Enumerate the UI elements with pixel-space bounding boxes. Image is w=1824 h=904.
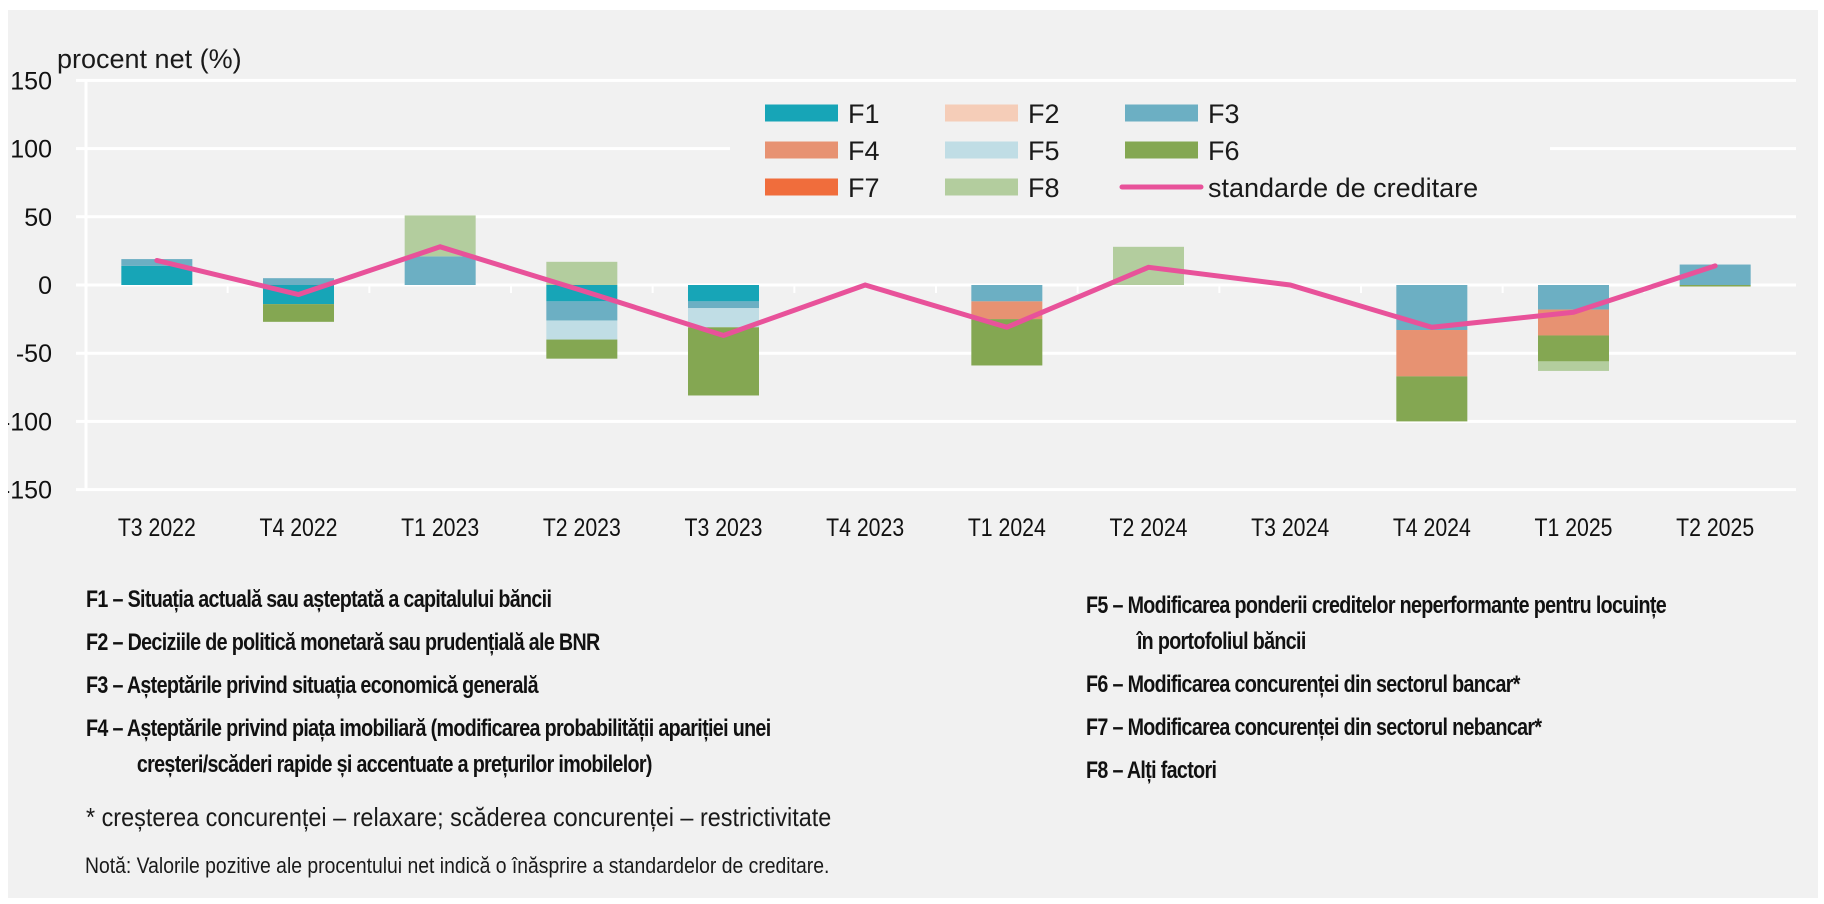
y-tick-label: 150 (10, 67, 52, 95)
line-series (154, 244, 1718, 339)
legend-swatch (945, 178, 1018, 196)
factor-note-continuation: în portofoliul băncii (1136, 628, 1306, 655)
legend-item-f5: F5 (945, 136, 1060, 166)
factor-note: F3 – Așteptările privind situația econom… (86, 672, 539, 699)
legend-label: F2 (1028, 99, 1060, 129)
x-tick-label: T3 2024 (1251, 514, 1329, 542)
x-tick-label: T1 2024 (968, 514, 1046, 542)
bar-segment-f5-t2-2023 (546, 320, 618, 340)
x-tick-label: T3 2022 (118, 514, 196, 542)
gridlines (76, 78, 1796, 492)
legend-item-f7: F7 (765, 173, 880, 203)
legend-label: F3 (1208, 99, 1240, 129)
bar-segment-f8-t1-2023 (404, 215, 476, 257)
factor-note-continuation: creșteri/scăderi rapide și accentuate a … (136, 751, 653, 778)
legend-swatch (765, 141, 838, 159)
legend-item-f2: F2 (945, 99, 1060, 129)
legend-item-standarde-de-creditare: standarde de creditare (1119, 173, 1478, 203)
legend-item-f3: F3 (1125, 99, 1240, 129)
y-tick-label: 100 (10, 136, 52, 164)
bar-segment-f8-t1-2025 (1538, 361, 1609, 371)
bar-segment-f6-t4-2022 (263, 304, 334, 322)
bar-segment-f1-t3-2023 (688, 285, 759, 302)
legend-item-f6: F6 (1125, 136, 1240, 166)
bar-segment-f8-t2-2023 (546, 261, 618, 285)
footnote: * creșterea concurenței – relaxare; scăd… (86, 802, 832, 832)
legend-item-f8: F8 (945, 173, 1060, 203)
legend-swatch (945, 141, 1018, 159)
factor-note: F8 – Alți factori (1086, 757, 1217, 784)
x-tick-label: T2 2023 (543, 514, 621, 542)
credit-standards-line (154, 244, 1718, 339)
legend-swatch (1125, 141, 1198, 159)
x-tick-label: T4 2024 (1393, 514, 1471, 542)
bar-segment-f6-t1-2025 (1538, 335, 1609, 362)
legend-item-f4: F4 (765, 136, 880, 166)
y-tick-label: -50 (16, 340, 52, 368)
bar-segment-f3-t3-2023 (688, 301, 759, 309)
y-tick-label: -100 (8, 408, 52, 436)
bar-segment-f3-t1-2024 (971, 285, 1043, 302)
y-tick-label: -150 (8, 477, 52, 505)
legend-swatch (765, 178, 838, 196)
bar-segment-f1-t3-2022 (121, 265, 193, 285)
bars (121, 215, 1751, 422)
factor-note: F6 – Modificarea concurenței din sectoru… (1086, 671, 1520, 698)
bar-segment-f3-t2-2023 (546, 301, 618, 321)
bar-segment-f5-t3-2023 (688, 308, 759, 328)
chart-frame: procent net (%) 150 100 50 0 -50 -100 -150 T3 … (8, 10, 1818, 898)
legend-label: F4 (848, 136, 880, 166)
legend-swatch (765, 104, 838, 122)
y-tick-label: 50 (24, 204, 52, 232)
legend-label: standarde de creditare (1208, 173, 1478, 203)
y-axis-ticks: 150 100 50 0 -50 -100 -150 (8, 67, 52, 504)
bar-segment-f4-t4-2024 (1396, 330, 1468, 377)
x-tick-label: T4 2023 (826, 514, 904, 542)
y-axis-label: procent net (%) (57, 44, 242, 74)
x-tick-label: T1 2025 (1535, 514, 1613, 542)
factor-note: F1 – Situația actuală sau așteptată a ca… (86, 586, 552, 613)
legend-label: F5 (1028, 136, 1060, 166)
note-text: Notă: Valorile pozitive ale procentului … (85, 853, 830, 878)
x-tick-label: T4 2022 (260, 514, 338, 542)
stacked-bar-chart: procent net (%) 150 100 50 0 -50 -100 -150 T3 … (8, 44, 1796, 542)
bar-segment-f3-t1-2023 (404, 256, 476, 285)
x-tick-label: T2 2024 (1110, 514, 1188, 542)
bar-segment-f6-t2-2025 (1679, 285, 1751, 287)
x-tick-label: T3 2023 (685, 514, 763, 542)
bar-segment-f6-t2-2023 (546, 339, 618, 359)
legend-label: F8 (1028, 173, 1060, 203)
legend-label: F6 (1208, 136, 1240, 166)
bar-segment-f3-t4-2022 (263, 278, 334, 285)
factor-note: F7 – Modificarea concurenței din sectoru… (1086, 714, 1542, 741)
factor-note: F4 – Așteptările privind piața imobiliar… (86, 715, 771, 742)
bar-segment-f4-t1-2024 (971, 301, 1043, 320)
x-axis-ticks: T3 2022 T4 2022 T1 2023 T2 2023 T3 2023 T4 20… (118, 514, 1754, 542)
factor-note: F2 – Deciziile de politică monetară sau … (86, 629, 600, 656)
bar-segment-f6-t4-2024 (1396, 376, 1468, 422)
y-tick-label: 0 (38, 272, 52, 300)
legend-swatch (1125, 104, 1198, 122)
legend-item-f1: F1 (765, 99, 880, 129)
factor-note: F5 – Modificarea ponderii creditelor nep… (1086, 592, 1667, 619)
x-tick-label: T2 2025 (1676, 514, 1754, 542)
legend: F1 F2 F3 F4 F5 F6 F7 F8 standarde de creditare (730, 90, 1550, 205)
legend-label: F7 (848, 173, 880, 203)
legend-swatch (945, 104, 1018, 122)
bar-segment-f6-t3-2023 (688, 327, 759, 396)
legend-label: F1 (848, 99, 880, 129)
x-tick-label: T1 2023 (401, 514, 479, 542)
